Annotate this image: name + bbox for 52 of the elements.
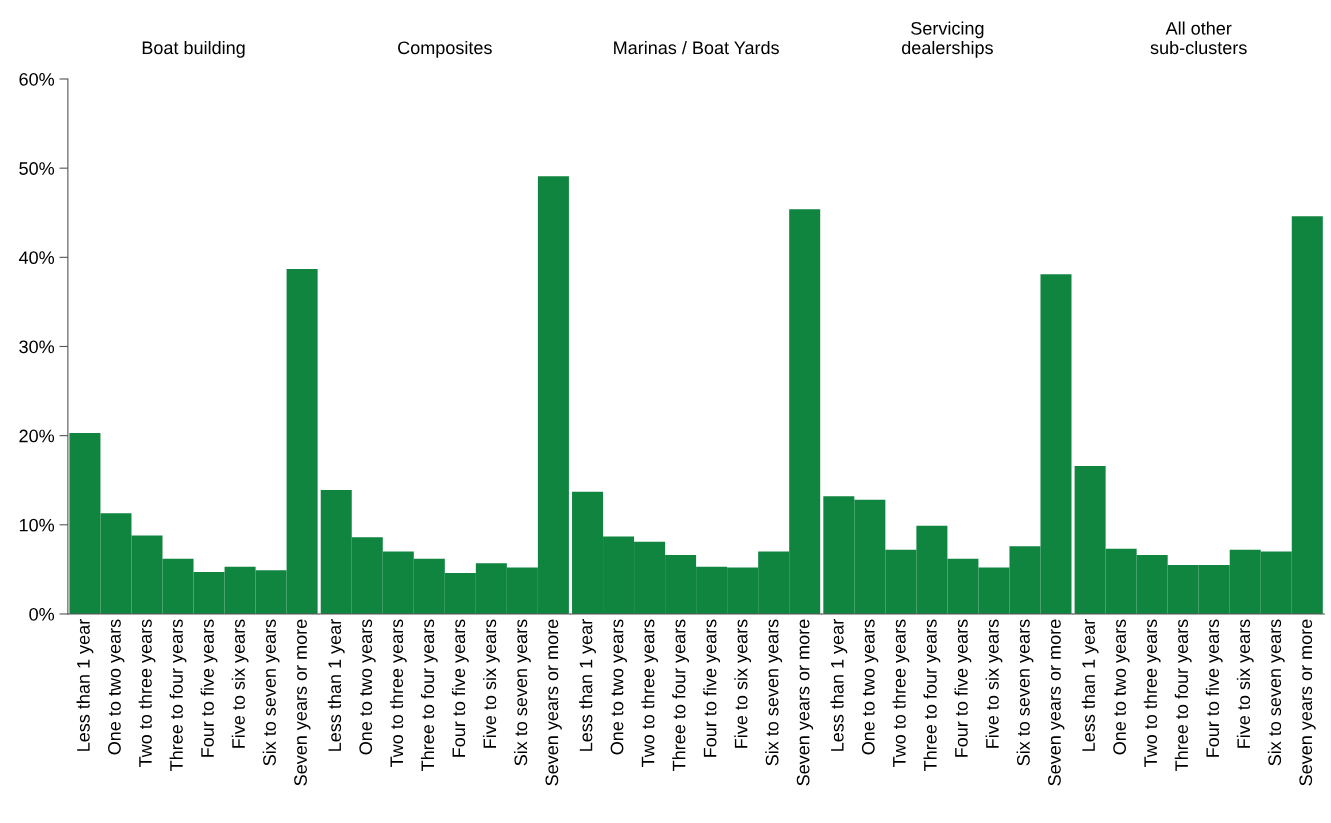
x-tick-label: Four to five years — [703, 619, 721, 757]
x-tick-label: Seven years or more — [1299, 619, 1316, 786]
x-tick-label: Two to three years — [1143, 619, 1161, 767]
x-tick-label: Three to four years — [672, 619, 690, 771]
x-tick-label: Five to six years — [482, 619, 500, 748]
x-tick-label: Four to five years — [200, 619, 218, 757]
x-tick-label: Two to three years — [389, 619, 407, 767]
x-tick-label: One to two years — [108, 619, 125, 755]
x-tick-label: One to two years — [610, 619, 627, 755]
x-tick-label: Three to four years — [420, 619, 438, 771]
y-tick-label: 60% — [19, 72, 55, 86]
x-tick-label: One to two years — [359, 619, 376, 755]
x-tick-label: Six to seven years — [1016, 619, 1034, 766]
x-tick-label: Five to six years — [231, 619, 249, 748]
x-tick-label: Less than 1 year — [327, 619, 345, 751]
x-tick-label: Two to three years — [138, 619, 156, 767]
chart-title: Marinas / Boat Yards — [614, 40, 779, 55]
x-tick-label: Three to four years — [1174, 619, 1192, 771]
x-tick-label: Seven years or more — [545, 619, 562, 786]
y-tick-label: 0% — [29, 607, 55, 621]
x-tick-label: Six to seven years — [262, 619, 280, 766]
x-tick-label: Five to six years — [1236, 619, 1254, 748]
chart-title: Boat building — [142, 40, 245, 58]
x-tick-label: Less than 1 year — [1081, 619, 1099, 751]
x-tick-label: Two to three years — [892, 619, 910, 767]
x-tick-label: Three to four years — [923, 619, 941, 771]
x-tick-label: Two to three years — [641, 619, 658, 767]
x-tick-label: Seven years or more — [1048, 619, 1065, 786]
x-tick-label: Four to five years — [954, 619, 972, 757]
y-tick-label: 30% — [19, 340, 55, 354]
x-tick-label: Six to seven years — [513, 619, 531, 766]
x-tick-label: Five to six years — [734, 619, 752, 748]
x-tick-label: Six to seven years — [765, 619, 783, 766]
x-tick-label: Less than 1 year — [76, 619, 94, 751]
x-tick-label: Seven years or more — [796, 619, 814, 786]
x-tick-label: Five to six years — [985, 619, 1003, 748]
chart-title: All other sub-clusters — [1150, 21, 1247, 55]
y-tick-label: 50% — [19, 162, 55, 175]
x-tick-label: Less than 1 year — [830, 619, 848, 751]
x-tick-label: One to two years — [861, 619, 879, 755]
x-tick-label: Three to four years — [169, 619, 187, 771]
x-tick-label: Four to five years — [451, 619, 469, 757]
chart-title: Composites — [398, 40, 492, 58]
y-tick-label: 20% — [19, 429, 55, 443]
x-tick-label: Less than 1 year — [579, 619, 596, 751]
x-tick-label: Seven years or more — [294, 619, 311, 786]
x-tick-label: Four to five years — [1205, 619, 1223, 757]
chart-title: Servicing dealerships — [902, 21, 993, 58]
x-tick-label: One to two years — [1113, 619, 1130, 755]
y-tick-label: 10% — [19, 518, 55, 532]
y-tick-label: 40% — [18, 251, 55, 265]
x-tick-label: Six to seven years — [1267, 619, 1285, 766]
